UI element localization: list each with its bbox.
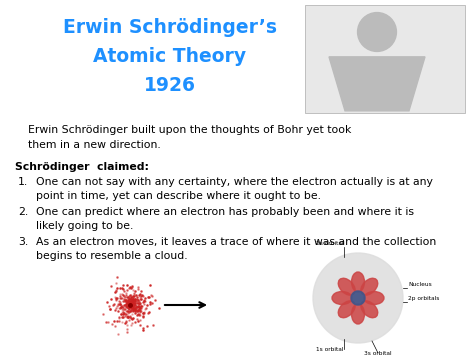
Ellipse shape: [338, 301, 355, 318]
Text: Schrödinger  claimed:: Schrödinger claimed:: [15, 162, 149, 172]
Text: One can not say with any certainty, where the electron actually is at any: One can not say with any certainty, wher…: [36, 177, 433, 187]
Bar: [305, 5, 465, 113]
Text: Nucleus: Nucleus: [408, 282, 432, 287]
Text: 2s orbital: 2s orbital: [316, 241, 344, 246]
Text: Erwin Schrödinger built upon the thoughts of Bohr yet took: Erwin Schrödinger built upon the thought…: [28, 125, 351, 135]
Text: likely going to be.: likely going to be.: [36, 221, 133, 231]
Ellipse shape: [332, 291, 352, 305]
Text: 3s orbital: 3s orbital: [364, 351, 392, 355]
Ellipse shape: [361, 301, 378, 318]
Ellipse shape: [361, 278, 378, 295]
Ellipse shape: [338, 278, 355, 295]
Polygon shape: [329, 57, 425, 111]
Circle shape: [357, 12, 396, 51]
Text: Atomic Theory: Atomic Theory: [93, 47, 246, 66]
Text: 1926: 1926: [144, 76, 196, 95]
Text: point in time, yet can describe where it ought to be.: point in time, yet can describe where it…: [36, 191, 321, 201]
Circle shape: [313, 253, 403, 343]
Text: As an electron moves, it leaves a trace of where it was and the collection: As an electron moves, it leaves a trace …: [36, 237, 436, 247]
Text: 2.: 2.: [18, 207, 28, 217]
Text: Erwin Schrödinger’s: Erwin Schrödinger’s: [63, 18, 277, 37]
Text: One can predict where an electron has probably been and where it is: One can predict where an electron has pr…: [36, 207, 414, 217]
Text: begins to resemble a cloud.: begins to resemble a cloud.: [36, 251, 188, 261]
Text: 1s orbital: 1s orbital: [316, 347, 344, 352]
Text: 2p orbitals: 2p orbitals: [408, 296, 439, 301]
Text: 1.: 1.: [18, 177, 28, 187]
Text: them in a new direction.: them in a new direction.: [28, 140, 161, 150]
Ellipse shape: [352, 304, 365, 324]
Ellipse shape: [352, 272, 365, 292]
Text: 3.: 3.: [18, 237, 28, 247]
Ellipse shape: [364, 291, 384, 305]
Circle shape: [351, 291, 365, 305]
